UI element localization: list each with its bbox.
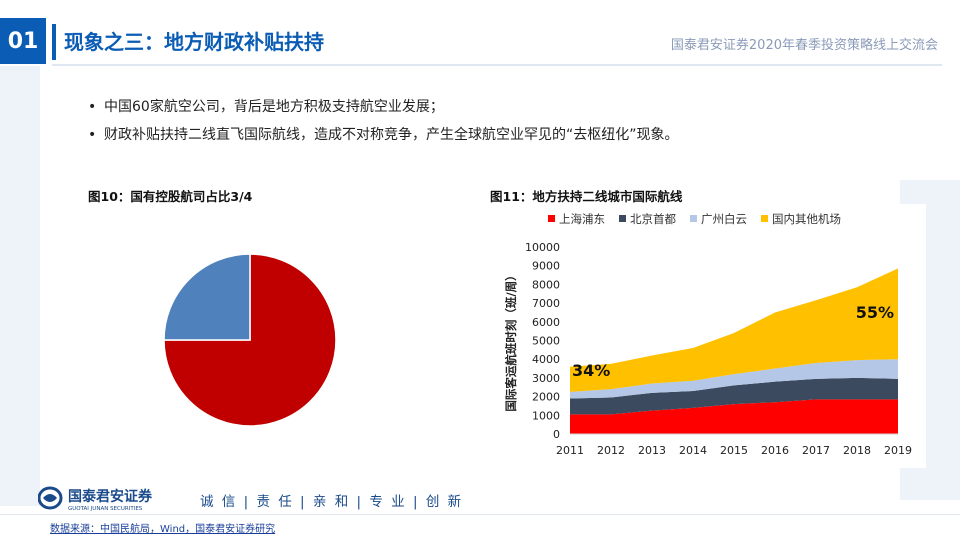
y-tick-label: 6000 — [532, 316, 560, 329]
figure11-title: 图11：地方扶持二线城市国际航线 — [490, 189, 683, 204]
slogan-item: 责 任 — [256, 494, 294, 510]
legend-label: 上海浦东 — [559, 212, 605, 226]
legend-label: 北京首都 — [630, 212, 676, 226]
slogan-item: 专 业 — [369, 494, 407, 510]
pie-slice — [163, 253, 251, 341]
y-tick-label: 8000 — [532, 278, 560, 291]
y-tick-label: 3000 — [532, 372, 560, 385]
company-logo: 国泰君安证券 GUOTAI JUNAN SECURITIES — [37, 486, 198, 516]
slogan-separator: | — [300, 494, 307, 510]
header-divider — [52, 64, 942, 66]
logo-mark-icon: 国泰君安证券 GUOTAI JUNAN SECURITIES — [37, 486, 153, 512]
legend-label: 广州白云 — [701, 212, 747, 226]
title-accent-bar — [52, 24, 56, 60]
bullet-item: • 财政补贴扶持二线直飞国际航线，造成不对称竞争，产生全球航空业罕见的“去枢纽化”… — [88, 124, 679, 152]
section-number: 01 — [0, 18, 46, 64]
area-series — [570, 399, 898, 434]
slogan-separator: | — [356, 494, 364, 510]
y-tick-label: 10000 — [525, 241, 560, 254]
bullet-list: • 中国60家航空公司，背后是地方积极支持航空业发展； • 财政补贴扶持二线直飞国际… — [88, 96, 679, 152]
area-chart: 上海浦东 北京首都 广州白云 国内其他机场 0 1000 2000 3000 4000 5000 6… — [504, 212, 912, 457]
y-axis-label: 国际客运航班时刻（班/周） — [504, 269, 518, 411]
x-tick-label: 2012 — [597, 444, 625, 457]
logo-cn-text: 国泰君安证券 — [68, 488, 153, 505]
bullet-text: 中国60家航空公司，背后是地方积极支持航空业发展； — [104, 99, 444, 115]
legend-label: 国内其他机场 — [772, 212, 841, 226]
page-title: 现象之三：地方财政补贴扶持 — [64, 30, 324, 54]
area-chart-panel: 上海浦东 北京首都 广州白云 国内其他机场 0 1000 2000 3000 4000 5000 6… — [490, 204, 926, 468]
x-tick-label: 2019 — [884, 444, 912, 457]
background-shape — [0, 66, 40, 506]
event-title: 国泰君安证券2020年春季投资策略线上交流会 — [670, 38, 938, 53]
bullet-dot: • — [88, 99, 97, 115]
annotation-label: 34% — [572, 361, 610, 380]
legend-swatch — [690, 215, 697, 222]
y-tick-label: 5000 — [532, 335, 560, 348]
y-tick-label: 2000 — [532, 391, 560, 404]
x-tick-label: 2018 — [843, 444, 871, 457]
x-tick-label: 2013 — [638, 444, 666, 457]
bullet-item: • 中国60家航空公司，背后是地方积极支持航空业发展； — [88, 96, 679, 124]
slogan-item: 亲 和 — [312, 494, 351, 510]
slogan-item: 创 新 — [425, 494, 464, 510]
x-tick-label: 2011 — [556, 444, 584, 457]
y-tick-label: 1000 — [532, 409, 560, 422]
y-tick-label: 0 — [553, 428, 560, 441]
slogan-separator: | — [412, 494, 420, 510]
y-tick-label: 7000 — [532, 297, 560, 310]
area-series — [570, 359, 898, 399]
legend-swatch — [761, 215, 768, 222]
area-series — [570, 268, 898, 392]
x-tick-label: 2015 — [720, 444, 748, 457]
legend-swatch — [619, 215, 626, 222]
pie-chart — [163, 253, 337, 427]
footer-divider — [0, 514, 960, 515]
data-source-link[interactable]: 数据来源：中国民航局，Wind，国泰君安证券研究 — [50, 524, 276, 535]
x-tick-label: 2017 — [802, 444, 830, 457]
bullet-dot: • — [88, 127, 97, 143]
legend-swatch — [548, 215, 555, 222]
slogan-item: 诚 信 — [200, 494, 238, 510]
area-series — [570, 377, 898, 415]
slide-header: 01 现象之三：地方财政补贴扶持 国泰君安证券2020年春季投资策略线上交流会 — [0, 18, 960, 66]
y-tick-label: 4000 — [532, 353, 560, 366]
bullet-text: 财政补贴扶持二线直飞国际航线，造成不对称竞争，产生全球航空业罕见的“去枢纽化”现… — [104, 127, 679, 143]
y-tick-label: 9000 — [532, 260, 560, 273]
slogan-separator: | — [243, 494, 251, 510]
x-tick-label: 2014 — [679, 444, 707, 457]
pie-slice — [163, 253, 337, 427]
annotation-label: 55% — [856, 303, 894, 322]
x-tick-label: 2016 — [761, 444, 789, 457]
figure10-title: 图10：国有控股航司占比3/4 — [88, 189, 253, 204]
slogan: 诚 信 | 责 任 | 亲 和 | 专 业 | 创 新 — [200, 490, 463, 510]
logo-en-text: GUOTAI JUNAN SECURITIES — [68, 506, 143, 512]
